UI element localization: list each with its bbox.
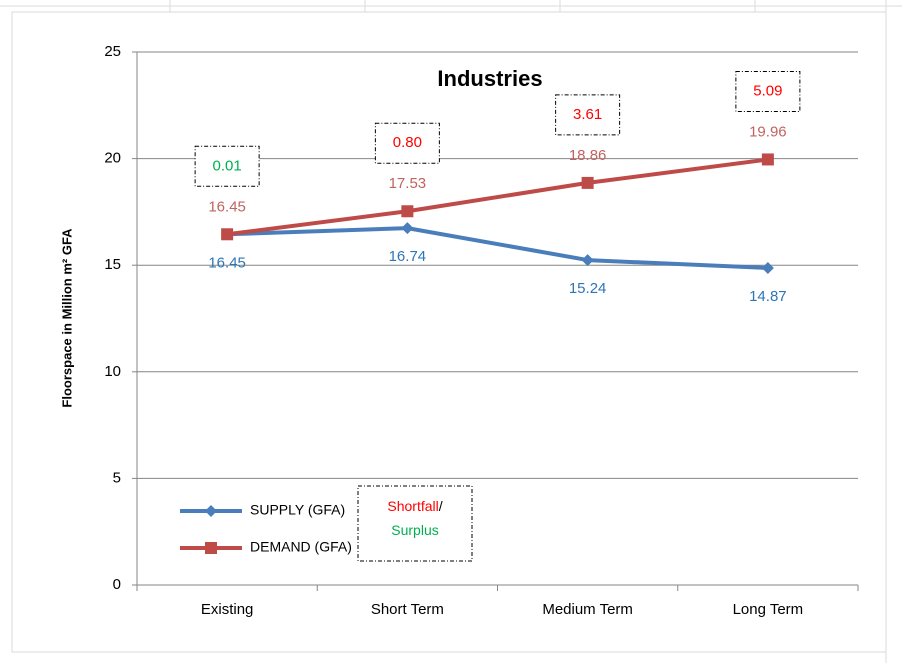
data-label: 14.87 (749, 288, 787, 305)
gap-legend-box (357, 485, 473, 562)
x-tick-label: Long Term (733, 601, 804, 618)
gap-box (374, 122, 440, 164)
y-axis-label: Floorspace in Million m² GFA (59, 228, 74, 408)
y-tick-label: 15 (104, 256, 121, 273)
y-tick-label: 20 (104, 150, 121, 167)
y-tick-label: 5 (113, 469, 121, 486)
marker (761, 153, 774, 166)
marker (221, 228, 234, 241)
gap-legend-part: Surplus (391, 522, 438, 538)
data-label: 17.53 (389, 175, 427, 192)
marker (205, 542, 217, 554)
legend-label: SUPPLY (GFA) (250, 502, 345, 518)
gap-label: 0.80 (393, 134, 422, 151)
marker (581, 254, 594, 267)
marker (401, 205, 414, 218)
marker (401, 222, 414, 235)
y-tick-label: 0 (113, 576, 121, 593)
gap-legend: Shortfall/ (387, 498, 442, 514)
chart-title: Industries (437, 66, 542, 91)
gap-label: 0.01 (213, 157, 242, 174)
gap-label: 5.09 (753, 82, 782, 99)
x-tick-label: Medium Term (542, 601, 633, 618)
data-label: 15.24 (569, 280, 607, 297)
gap-legend-part: Shortfall (387, 498, 438, 514)
y-tick-label: 25 (104, 43, 121, 60)
series-line (227, 226, 768, 270)
legend-label: DEMAND (GFA) (250, 539, 352, 555)
x-tick-label: Existing (201, 601, 254, 618)
data-label: 19.96 (749, 123, 787, 140)
gap-box (735, 70, 801, 112)
gap-label: 3.61 (573, 106, 602, 123)
chart-area (11, 11, 887, 653)
x-tick-label: Short Term (371, 601, 444, 618)
gap-box (194, 145, 260, 187)
marker (205, 505, 217, 517)
data-label: 16.74 (389, 248, 427, 265)
marker (581, 176, 594, 189)
data-label: 16.45 (208, 198, 246, 215)
series-line (226, 157, 769, 237)
marker (761, 261, 774, 274)
gap-legend-part: / (439, 498, 443, 514)
gap-legend: Surplus (391, 522, 438, 538)
gap-box (555, 94, 621, 136)
data-label: 18.86 (569, 147, 607, 164)
y-tick-label: 10 (104, 363, 121, 380)
data-label: 16.45 (208, 254, 246, 271)
